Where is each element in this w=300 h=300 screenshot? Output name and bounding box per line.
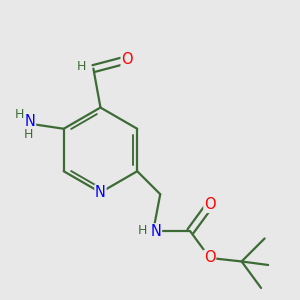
Text: N: N <box>95 185 106 200</box>
Text: H: H <box>76 60 86 73</box>
Text: O: O <box>204 250 216 266</box>
Text: N: N <box>25 114 35 129</box>
Text: H: H <box>15 108 24 121</box>
Text: O: O <box>121 52 133 67</box>
Text: H: H <box>24 128 33 141</box>
Text: O: O <box>204 197 216 212</box>
Text: H: H <box>138 224 147 237</box>
Text: N: N <box>151 224 161 239</box>
